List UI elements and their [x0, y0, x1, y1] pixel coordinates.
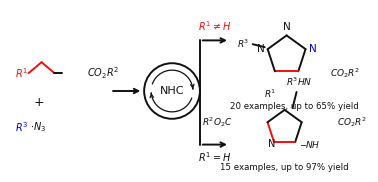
- Text: $R^3HN$: $R^3HN$: [286, 76, 313, 88]
- Text: $R^1 = H$: $R^1 = H$: [198, 151, 231, 164]
- Text: $CO_2R^2$: $CO_2R^2$: [87, 65, 119, 81]
- Text: N: N: [268, 139, 276, 149]
- Text: $R^1$: $R^1$: [264, 87, 276, 100]
- Text: ${\cdot}N_3$: ${\cdot}N_3$: [29, 120, 46, 134]
- Text: $CO_2R^2$: $CO_2R^2$: [336, 115, 367, 129]
- Text: NHC: NHC: [160, 86, 184, 96]
- Text: N: N: [257, 44, 265, 54]
- Text: $R^3$: $R^3$: [237, 38, 250, 50]
- Text: $R^1$: $R^1$: [15, 66, 28, 80]
- Text: $R^2O_2C$: $R^2O_2C$: [202, 115, 233, 129]
- Text: $-\!NH$: $-\!NH$: [299, 139, 321, 150]
- Text: $R^1\neq H$: $R^1\neq H$: [198, 20, 231, 33]
- Text: 15 examples, up to 97% yield: 15 examples, up to 97% yield: [220, 163, 349, 172]
- Text: 20 examples, up to 65% yield: 20 examples, up to 65% yield: [230, 102, 359, 111]
- Text: N: N: [283, 22, 290, 32]
- Text: N: N: [308, 44, 316, 54]
- Text: +: +: [33, 96, 44, 109]
- Text: $R^3$: $R^3$: [15, 120, 28, 134]
- Text: $CO_2R^2$: $CO_2R^2$: [330, 66, 360, 80]
